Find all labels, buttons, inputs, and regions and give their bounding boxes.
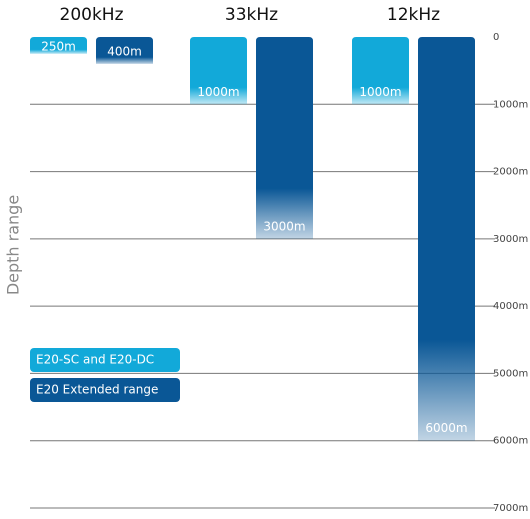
category-label: 33kHz: [225, 5, 278, 25]
legend-swatch: [30, 348, 180, 372]
bar: [352, 37, 409, 105]
bar: [30, 37, 87, 54]
value-label: 3000m: [263, 219, 305, 233]
bar: [256, 37, 313, 239]
y-tick-label: 3000m: [493, 234, 528, 245]
y-axis-label: Depth range: [4, 195, 23, 295]
legend-label: E20-SC and E20-DC: [36, 353, 154, 367]
y-tick-label: 1000m: [493, 99, 528, 110]
category-label: 12kHz: [387, 5, 440, 25]
bar: [190, 37, 247, 105]
y-tick-label: 2000m: [493, 167, 528, 178]
y-tick-label: 5000m: [493, 368, 528, 379]
value-label: 1000m: [197, 85, 239, 99]
legend-swatch: [30, 378, 180, 402]
legend-label: E20 Extended range: [36, 383, 158, 397]
value-label: 400m: [107, 44, 142, 58]
value-label: 250m: [41, 40, 76, 54]
y-tick-label: 0: [493, 32, 499, 43]
y-tick-label: 4000m: [493, 301, 528, 312]
value-label: 1000m: [359, 85, 401, 99]
bar: [96, 37, 153, 64]
y-tick-label: 7000m: [493, 503, 528, 514]
bar: [418, 37, 475, 441]
category-label: 200kHz: [60, 5, 124, 25]
value-label: 6000m: [425, 421, 467, 435]
y-tick-label: 6000m: [493, 436, 528, 447]
